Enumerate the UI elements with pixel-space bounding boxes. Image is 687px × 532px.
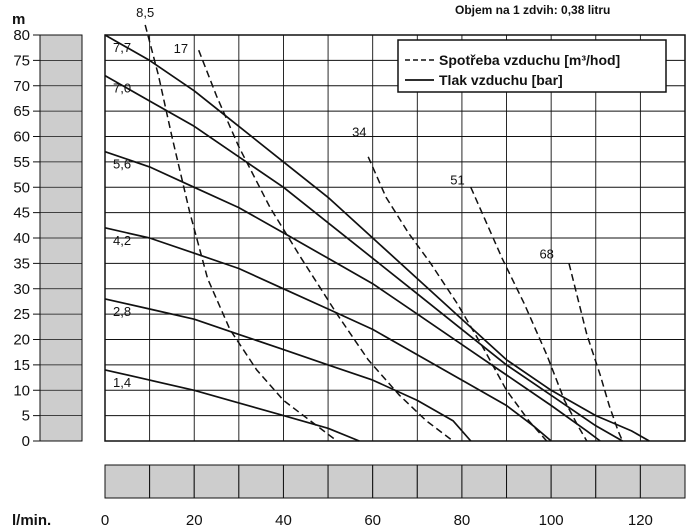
curve-label-layer: 7,7 7,0 5,6 4,2 2,8 1,4 8,5 17 34 51 68 bbox=[113, 5, 554, 390]
y-axis-unit-label: m bbox=[12, 11, 25, 28]
pressure-curve-label: 7,7 bbox=[113, 40, 131, 55]
y-tick-label: 45 bbox=[13, 205, 30, 222]
y-tick-label: 0 bbox=[22, 433, 30, 450]
x-tick-label: 40 bbox=[275, 512, 292, 529]
consumption-curve bbox=[198, 49, 454, 442]
x-axis-scale-strip bbox=[104, 464, 686, 499]
pressure-curve bbox=[104, 226, 552, 442]
y-tick-label: 35 bbox=[13, 255, 30, 272]
pressure-curve-label: 4,2 bbox=[113, 233, 131, 248]
y-tick-label: 75 bbox=[13, 52, 30, 69]
legend-box bbox=[397, 39, 667, 93]
pressure-curve bbox=[104, 74, 623, 442]
consumption-curve bbox=[367, 156, 548, 442]
pressure-curve-label: 1,4 bbox=[113, 375, 131, 390]
x-strip-cell bbox=[149, 464, 195, 499]
y-tick-label: 50 bbox=[13, 179, 30, 196]
y-tick-label: 5 bbox=[22, 408, 30, 425]
x-tick-label: 120 bbox=[628, 512, 653, 529]
y-tick-label: 10 bbox=[13, 382, 30, 399]
x-strip-cell bbox=[639, 464, 686, 499]
y-tick-label: 30 bbox=[13, 281, 30, 298]
consumption-curve bbox=[144, 24, 338, 442]
consumption-curve-label: 8,5 bbox=[136, 5, 154, 20]
x-strip-cell bbox=[506, 464, 552, 499]
x-strip-cell bbox=[327, 464, 374, 499]
x-strip-cell bbox=[193, 464, 240, 499]
pressure-curve bbox=[104, 150, 601, 442]
x-strip-cell bbox=[595, 464, 641, 499]
x-tick-label: 0 bbox=[101, 512, 109, 529]
y-tick-label: 70 bbox=[13, 78, 30, 95]
pressure-curve bbox=[104, 369, 360, 442]
consumption-curve-label: 51 bbox=[450, 173, 464, 188]
y-tick-label: 40 bbox=[13, 230, 30, 247]
x-axis-ticks: 0 20 40 60 80 100 120 bbox=[101, 512, 653, 529]
x-strip-cell bbox=[372, 464, 418, 499]
chart-title: Objem na 1 zdvih: 0,38 litru bbox=[455, 3, 610, 17]
y-tick-label: 20 bbox=[13, 332, 30, 349]
legend-label-pressure: Tlak vzduchu [bar] bbox=[439, 72, 563, 88]
pressure-curve bbox=[104, 298, 472, 442]
y-tick-label: 15 bbox=[13, 357, 30, 374]
y-tick-label: 25 bbox=[13, 306, 30, 323]
chart-grid bbox=[104, 34, 686, 442]
x-strip-cell bbox=[104, 464, 151, 499]
x-strip-cell bbox=[416, 464, 463, 499]
y-tick-label: 55 bbox=[13, 154, 30, 171]
x-tick-label: 20 bbox=[186, 512, 203, 529]
consumption-curve bbox=[568, 263, 624, 442]
x-strip-cell bbox=[282, 464, 329, 499]
x-axis-unit-label: l/min. bbox=[12, 512, 51, 529]
y-tick-label: 65 bbox=[13, 103, 30, 120]
y-axis-ticks: 0 5 10 15 20 25 30 35 40 45 50 55 60 65 70 75 80 bbox=[13, 27, 82, 450]
legend-label-consumption: Spotřeba vzduchu [m³/hod] bbox=[439, 52, 620, 68]
y-tick-label: 80 bbox=[13, 27, 30, 44]
pressure-curve-label: 7,0 bbox=[113, 81, 131, 96]
x-strip-cell bbox=[238, 464, 284, 499]
pressure-curve-label: 2,8 bbox=[113, 304, 131, 319]
x-tick-label: 80 bbox=[454, 512, 471, 529]
curve-layer bbox=[104, 24, 650, 442]
consumption-curve-label: 34 bbox=[352, 125, 366, 140]
consumption-curve-label: 17 bbox=[174, 41, 188, 56]
y-tick-label: 60 bbox=[13, 129, 30, 146]
pressure-curve-label: 5,6 bbox=[113, 157, 131, 172]
consumption-curve-label: 68 bbox=[539, 246, 553, 261]
x-tick-label: 100 bbox=[539, 512, 564, 529]
x-strip-cell bbox=[461, 464, 508, 499]
pressure-curve bbox=[104, 34, 650, 442]
x-tick-label: 60 bbox=[364, 512, 381, 529]
x-strip-cell bbox=[550, 464, 597, 499]
legend: Spotřeba vzduchu [m³/hod] Tlak vzduchu [… bbox=[397, 39, 667, 93]
consumption-curve bbox=[470, 186, 588, 442]
